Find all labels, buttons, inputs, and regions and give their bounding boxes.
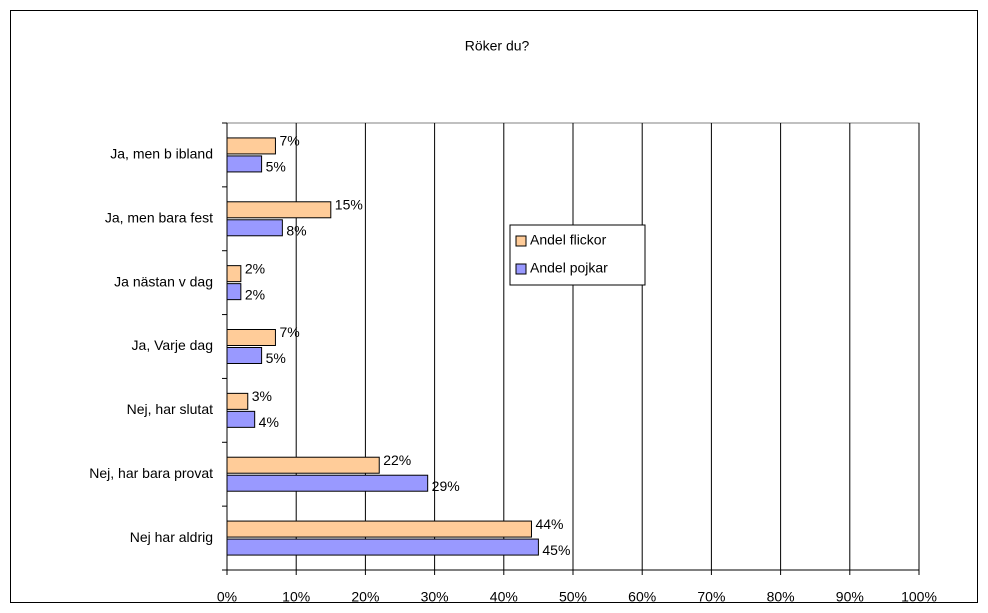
bar [226, 392, 249, 410]
x-tick-label: 30% [421, 589, 449, 605]
data-label: 5% [266, 159, 286, 175]
data-label: 4% [259, 414, 279, 430]
y-tick-label: Nej, har bara provat [89, 465, 213, 481]
data-label: 15% [335, 196, 363, 212]
bar [226, 456, 380, 474]
y-tick-label: Ja, men bara fest [105, 209, 213, 225]
y-tick-label: Nej, har slutat [127, 401, 213, 417]
x-tick-label: 70% [697, 589, 725, 605]
bar [226, 520, 532, 538]
data-label: 2% [245, 260, 265, 276]
data-label: 29% [432, 478, 460, 494]
y-tick-label: Ja nästan v dag [114, 273, 213, 289]
data-label: 2% [245, 286, 265, 302]
x-tick-label: 40% [490, 589, 518, 605]
legend-box [509, 224, 646, 286]
x-tick-label: 60% [628, 589, 656, 605]
data-label: 44% [535, 516, 563, 532]
x-tick-label: 0% [217, 589, 237, 605]
data-label: 7% [279, 133, 299, 149]
legend-swatch [515, 263, 527, 275]
x-tick-label: 90% [836, 589, 864, 605]
bar [226, 329, 276, 346]
y-tick-label: Nej har aldrig [130, 529, 213, 545]
y-tick-label: Ja, men b ibland [110, 146, 213, 162]
x-tick-label: 50% [559, 589, 587, 605]
x-tick-label: 100% [901, 589, 937, 605]
bar [226, 283, 242, 301]
bar [226, 538, 539, 556]
legend-label: Andel flickor [530, 232, 607, 248]
x-tick-label: 80% [767, 589, 795, 605]
bar [226, 155, 263, 173]
data-label: 22% [383, 452, 411, 468]
bar [226, 410, 256, 428]
bar [226, 219, 283, 237]
legend-label: Andel pojkar [530, 260, 608, 276]
x-tick-label: 20% [351, 589, 379, 605]
bar [226, 265, 242, 283]
chart-title: Röker du? [465, 38, 530, 54]
data-label: 5% [266, 350, 286, 366]
legend-swatch [515, 235, 527, 247]
x-tick-label: 10% [282, 589, 310, 605]
bar [226, 474, 429, 492]
data-label: 45% [542, 542, 570, 558]
bar [226, 201, 332, 219]
bar [226, 137, 276, 155]
data-label: 3% [252, 388, 272, 404]
bar [226, 347, 263, 364]
data-label: 8% [286, 222, 306, 238]
y-tick-label: Ja, Varje dag [132, 337, 213, 353]
data-label: 7% [279, 324, 299, 340]
